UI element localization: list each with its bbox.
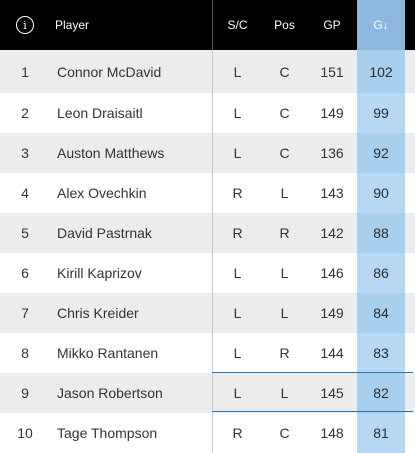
goals-cell: 84 (357, 293, 405, 333)
position-cell: C (279, 425, 290, 441)
goals-cell: 86 (357, 253, 405, 293)
player-name-link[interactable]: Auston Matthews (57, 145, 165, 161)
table-row[interactable]: 9 Jason Robertson L L 145 82 (0, 373, 415, 413)
rank-cell: 3 (21, 145, 29, 161)
shoots-cell: L (212, 93, 262, 133)
row-spacer (405, 50, 415, 93)
position-cell: L (280, 265, 289, 281)
rank-cell: 2 (21, 105, 29, 121)
goals-cell: 90 (357, 173, 405, 213)
position-cell: L (280, 385, 289, 401)
position-cell: L (280, 305, 289, 321)
goals-cell: 102 (357, 50, 405, 93)
position-cell: C (279, 63, 290, 80)
shoots-cell: L (212, 50, 262, 93)
games-played-cell: 149 (320, 305, 344, 321)
row-spacer (405, 213, 415, 253)
row-spacer (405, 93, 415, 133)
shoots-cell: L (212, 333, 262, 373)
row-spacer (405, 253, 415, 293)
rank-cell: 10 (17, 425, 33, 441)
header-spacer (405, 0, 415, 50)
games-played-cell: 142 (320, 225, 344, 241)
row-highlight-top-rule (212, 372, 413, 373)
goals-cell: 99 (357, 93, 405, 133)
position-cell: R (279, 345, 290, 361)
player-name-link[interactable]: Kirill Kaprizov (57, 265, 142, 281)
games-played-cell: 145 (320, 385, 344, 401)
position-cell: R (279, 225, 290, 241)
player-name-link[interactable]: Leon Draisaitl (57, 105, 143, 121)
player-name-link[interactable]: Alex Ovechkin (57, 185, 147, 201)
shoots-cell: L (212, 133, 262, 173)
player-name-link[interactable]: David Pastrnak (57, 225, 152, 241)
player-name-link[interactable]: Connor McDavid (57, 63, 162, 80)
player-name-link[interactable]: Chris Kreider (57, 305, 139, 321)
row-spacer (405, 293, 415, 333)
rank-cell: 4 (21, 185, 29, 201)
goals-cell: 83 (357, 333, 405, 373)
info-button[interactable]: i (0, 0, 50, 50)
table-row[interactable]: 4 Alex Ovechkin R L 143 90 (0, 173, 415, 213)
table-header: i Player S/C Pos GP G↓ (0, 0, 415, 50)
row-spacer (405, 413, 415, 453)
row-highlight-bottom-rule (212, 411, 413, 412)
position-cell: C (279, 105, 290, 121)
table-row[interactable]: 8 Mikko Rantanen L R 144 83 (0, 333, 415, 373)
row-spacer (405, 133, 415, 173)
goals-cell: 88 (357, 213, 405, 253)
player-name-link[interactable]: Jason Robertson (57, 385, 163, 401)
table-row[interactable]: 5 David Pastrnak R R 142 88 (0, 213, 415, 253)
position-cell: C (279, 145, 290, 161)
table-row[interactable]: 1 Connor McDavid L C 151 102 (0, 50, 415, 93)
shoots-cell: L (212, 373, 262, 413)
goals-cell: 92 (357, 133, 405, 173)
rank-cell: 7 (21, 305, 29, 321)
table-row[interactable]: 3 Auston Matthews L C 136 92 (0, 133, 415, 173)
shoots-cell: R (212, 413, 262, 453)
rank-cell: 9 (21, 385, 29, 401)
rank-cell: 1 (21, 63, 29, 80)
games-played-cell: 148 (320, 425, 344, 441)
row-spacer (405, 173, 415, 213)
row-spacer (405, 333, 415, 373)
rank-cell: 5 (21, 225, 29, 241)
column-header-player[interactable]: Player (55, 18, 90, 32)
rank-cell: 6 (21, 265, 29, 281)
shoots-cell: R (212, 213, 262, 253)
games-played-cell: 151 (320, 63, 344, 80)
column-header-goals-sorted[interactable]: G↓ (357, 0, 405, 50)
column-header-gp[interactable]: GP (323, 18, 341, 32)
shoots-cell: L (212, 293, 262, 333)
table-row[interactable]: 10 Tage Thompson R C 148 81 (0, 413, 415, 453)
table-row[interactable]: 2 Leon Draisaitl L C 149 99 (0, 93, 415, 133)
games-played-cell: 143 (320, 185, 344, 201)
games-played-cell: 136 (320, 145, 344, 161)
shoots-cell: R (212, 173, 262, 213)
position-cell: L (280, 185, 289, 201)
games-played-cell: 144 (320, 345, 344, 361)
info-icon[interactable]: i (16, 16, 34, 34)
column-header-pos[interactable]: Pos (274, 18, 295, 32)
goals-cell: 82 (357, 373, 405, 413)
row-spacer (405, 373, 415, 413)
table-row[interactable]: 7 Chris Kreider L L 149 84 (0, 293, 415, 333)
games-played-cell: 149 (320, 105, 344, 121)
games-played-cell: 146 (320, 265, 344, 281)
rank-cell: 8 (21, 345, 29, 361)
column-header-sc[interactable]: S/C (212, 0, 262, 50)
table-row[interactable]: 6 Kirill Kaprizov L L 146 86 (0, 253, 415, 293)
shoots-cell: L (212, 253, 262, 293)
goals-cell: 81 (357, 413, 405, 453)
player-name-link[interactable]: Mikko Rantanen (57, 345, 159, 361)
player-name-link[interactable]: Tage Thompson (57, 425, 158, 441)
